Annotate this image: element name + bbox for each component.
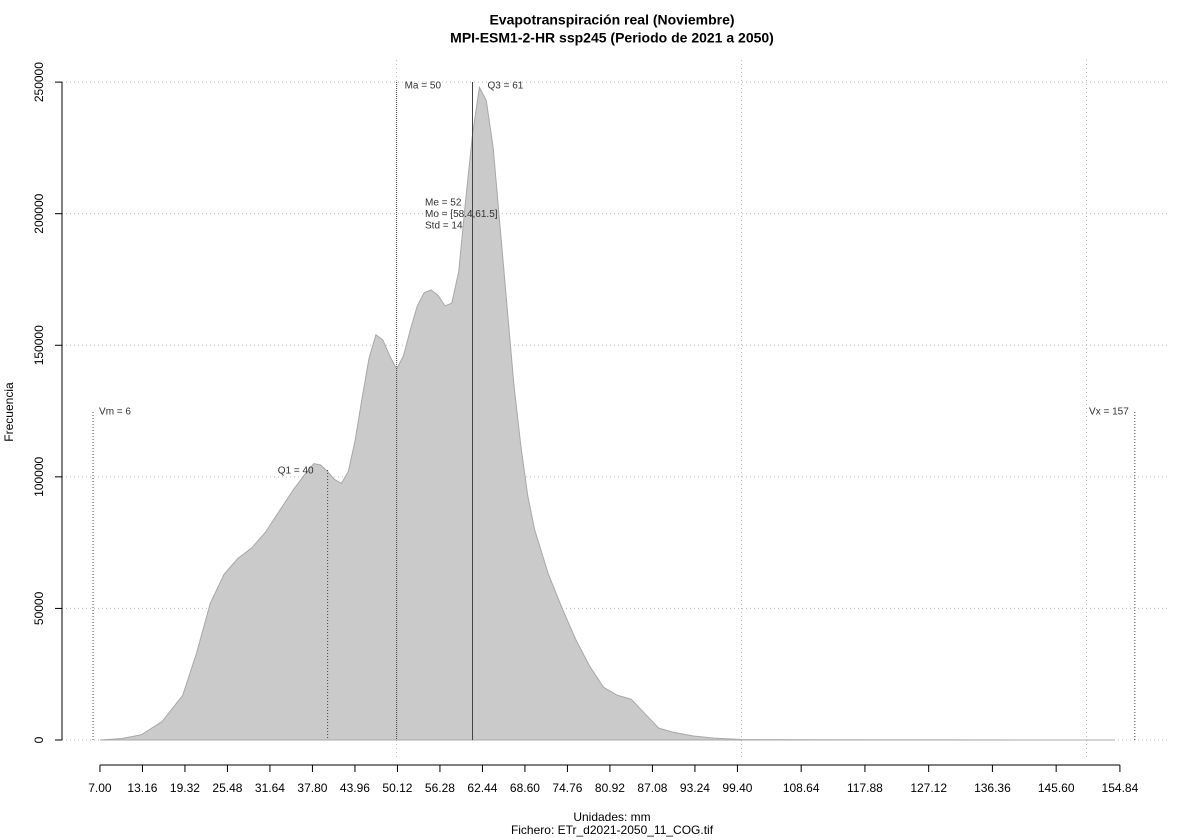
x-tick-label: 68.60 [510, 781, 540, 795]
stat-annotation: Mo = [58.4,61.5] [425, 209, 498, 220]
x-tick-label: 99.40 [722, 781, 752, 795]
marker-label: Q1 = 40 [278, 466, 314, 477]
x-tick-label: 74.76 [552, 781, 582, 795]
stat-annotation: Std = 14 [425, 221, 463, 232]
x-tick-label: 87.08 [637, 781, 667, 795]
x-tick-label: 43.96 [340, 781, 370, 795]
x-tick-label: 50.12 [382, 781, 412, 795]
x-tick-label: 154.84 [1102, 781, 1139, 795]
marker-label: Vm = 6 [99, 407, 131, 418]
x-tick-label: 56.28 [425, 781, 455, 795]
x-tick-label: 13.16 [127, 781, 157, 795]
stat-annotation: Me = 52 [425, 198, 462, 209]
density-area [99, 85, 1115, 741]
x-tick-label: 108.64 [783, 781, 820, 795]
x-tick-label: 127.12 [910, 781, 947, 795]
y-tick-label: 150000 [32, 325, 46, 365]
y-tick-label: 250000 [32, 62, 46, 102]
chart-title: Evapotranspiración real (Noviembre) [489, 12, 734, 28]
marker-label: Q3 = 61 [487, 81, 523, 92]
chart-subtitle: MPI-ESM1-2-HR ssp245 (Periodo de 2021 a … [450, 30, 774, 46]
x-tick-label: 145.60 [1038, 781, 1075, 795]
x-tick-label: 37.80 [297, 781, 327, 795]
x-tick-label: 136.36 [974, 781, 1011, 795]
x-tick-label: 93.24 [680, 781, 710, 795]
y-tick-label: 100000 [32, 456, 46, 496]
x-tick-label: 7.00 [88, 781, 112, 795]
marker-label: Ma = 50 [405, 81, 442, 92]
y-axis-label: Frecuencia [2, 382, 16, 442]
caption: Fichero: ETr_d2021-2050_11_COG.tif [511, 823, 714, 837]
x-tick-label: 62.44 [467, 781, 497, 795]
y-tick-label: 50000 [32, 591, 46, 625]
x-axis-label: Unidades: mm [573, 810, 650, 824]
marker-label: Vx = 157 [1089, 407, 1129, 418]
x-tick-label: 31.64 [255, 781, 285, 795]
x-tick-label: 117.88 [847, 781, 883, 795]
x-tick-label: 19.32 [170, 781, 200, 795]
y-tick-label: 0 [32, 736, 46, 743]
x-tick-label: 25.48 [212, 781, 242, 795]
y-tick-label: 200000 [32, 193, 46, 233]
x-tick-label: 80.92 [595, 781, 625, 795]
